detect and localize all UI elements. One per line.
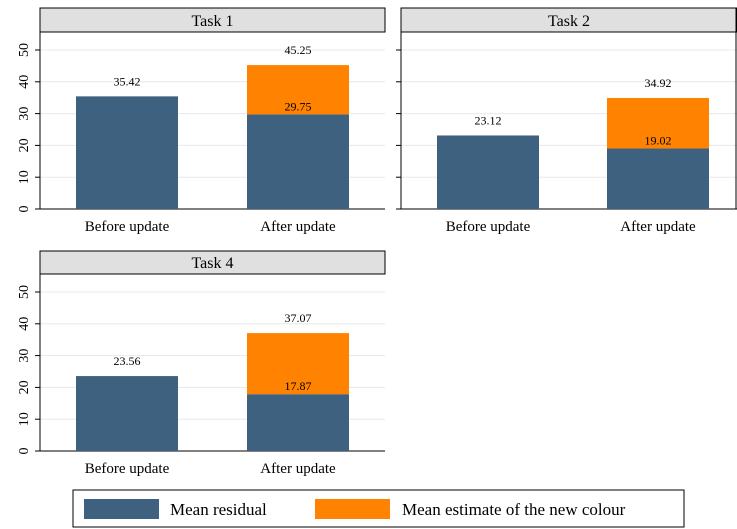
bar-estimate xyxy=(247,333,349,395)
x-category-label: Before update xyxy=(85,461,170,477)
x-category-label: After update xyxy=(260,219,336,235)
x-category-label: Before update xyxy=(85,219,170,235)
y-tick-label: 0 xyxy=(17,448,32,455)
bar-residual xyxy=(247,394,349,451)
y-tick-label: 0 xyxy=(17,206,32,213)
bar-value-label: 35.42 xyxy=(114,74,141,88)
panel-task-4: Task 4 0 10 20 30 40 50 23.56 Before update 17.87… xyxy=(17,250,386,477)
x-category-label: After update xyxy=(620,219,696,235)
y-tick-label: 20 xyxy=(17,380,32,394)
bar-value-label: 17.87 xyxy=(285,379,312,393)
y-tick-label: 40 xyxy=(17,75,32,89)
legend-label-residual: Mean residual xyxy=(170,500,267,519)
legend: Mean residual Mean estimate of the new co… xyxy=(72,489,685,528)
legend-label-estimate: Mean estimate of the new colour xyxy=(402,500,626,519)
panel-title: Task 4 xyxy=(192,255,234,272)
panel-header xyxy=(39,7,386,33)
bar-residual xyxy=(437,135,539,209)
x-category-label: After update xyxy=(260,461,336,477)
bar-value-label: 23.56 xyxy=(114,354,141,368)
bar-total-label: 37.07 xyxy=(285,311,312,325)
bar-residual xyxy=(76,96,178,209)
y-tick-label: 10 xyxy=(17,412,32,426)
panel-task-2: Task 2 23.12 Before update 19.02 34.92 After … xyxy=(396,7,737,235)
bar-residual xyxy=(247,114,349,209)
bar-value-label: 19.02 xyxy=(645,134,672,148)
panel-title: Task 1 xyxy=(192,13,234,30)
bar-estimate xyxy=(607,97,709,149)
panel-header xyxy=(39,250,386,275)
x-category-label: Before update xyxy=(446,219,531,235)
panel-header xyxy=(400,7,737,33)
bar-value-label: 23.12 xyxy=(475,113,502,127)
bar-residual xyxy=(607,148,709,209)
y-tick-label: 50 xyxy=(17,285,32,299)
y-tick-label: 10 xyxy=(17,170,32,184)
y-tick-label: 20 xyxy=(17,138,32,152)
bar-value-label: 29.75 xyxy=(285,99,312,113)
bar-total-label: 45.25 xyxy=(285,43,312,57)
bar-estimate xyxy=(247,65,349,115)
legend-swatch-estimate xyxy=(315,499,390,519)
y-tick-label: 30 xyxy=(17,349,32,363)
bar-total-label: 34.92 xyxy=(645,76,672,90)
panel-task-1: Task 1 0 10 20 30 40 50 35.42 Before update 29.75… xyxy=(17,7,386,235)
panel-title: Task 2 xyxy=(548,13,590,30)
bar-residual xyxy=(76,376,178,451)
y-tick-label: 50 xyxy=(17,43,32,57)
legend-swatch-residual xyxy=(84,499,159,519)
y-tick-label: 40 xyxy=(17,317,32,331)
y-tick-label: 30 xyxy=(17,107,32,121)
